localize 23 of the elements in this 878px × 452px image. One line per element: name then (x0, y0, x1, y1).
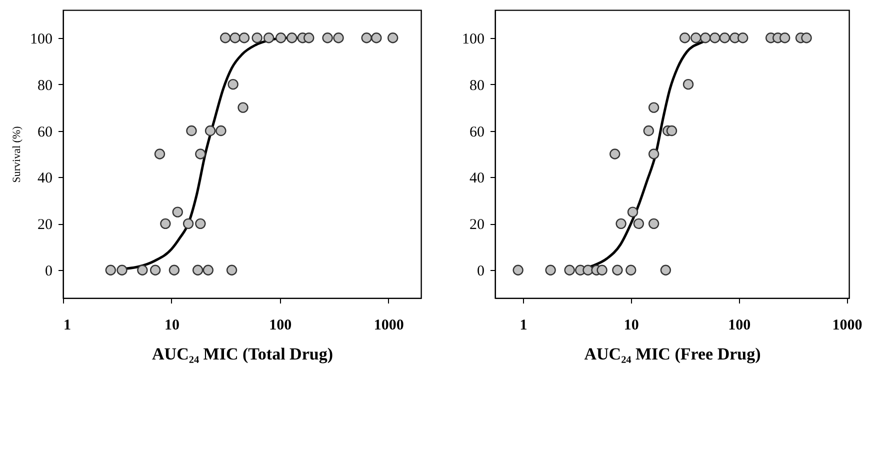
x-tick-label: 10 (624, 318, 639, 334)
y-tick-label: 100 (30, 31, 52, 48)
y-tick-label: 0 (477, 264, 484, 280)
y-tick-label: 40 (38, 170, 52, 187)
y-tick-label: 20 (38, 217, 52, 234)
y-tick-label: 40 (470, 170, 484, 187)
x-tick-label: 1000 (832, 318, 862, 334)
x-tick-label: 100 (269, 318, 292, 334)
x-tick-label: 100 (728, 318, 751, 334)
y-tick-label: 0 (45, 264, 52, 280)
y-axis-title: Survival (%) (11, 126, 23, 183)
y-tick-label: 20 (470, 217, 484, 234)
y-tick-label: 80 (38, 78, 52, 94)
x-axis-title: AUC₂₄ MIC (Total Drug) (152, 344, 333, 364)
y-tick-label: 80 (470, 78, 484, 94)
x-tick-label: 1 (64, 318, 71, 334)
y-tick-label: 60 (38, 124, 52, 140)
x-tick-label: 1000 (374, 318, 404, 334)
y-tick-label: 100 (462, 31, 484, 48)
x-tick-label: 10 (164, 318, 180, 334)
x-tick-label: 1 (520, 318, 528, 334)
y-tick-label: 60 (470, 124, 484, 140)
x-axis-title: AUC₂₄ MIC (Free Drug) (584, 344, 761, 364)
